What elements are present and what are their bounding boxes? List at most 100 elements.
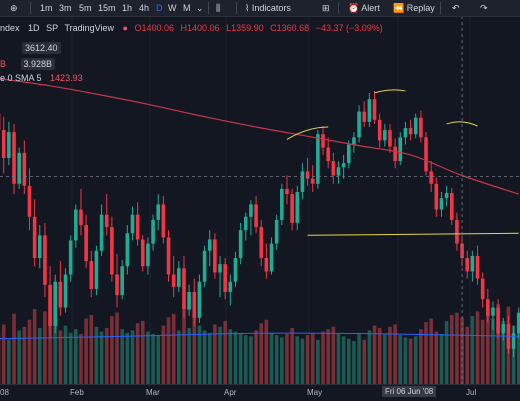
volume-bar [404, 338, 408, 386]
volume-bar [445, 321, 449, 385]
candle-body [254, 204, 258, 227]
candle-body [275, 220, 279, 244]
volume-bar [259, 323, 263, 385]
candle-body [501, 324, 505, 333]
candle-body [2, 130, 6, 158]
candle-body [203, 251, 207, 282]
interval-w[interactable]: W [168, 2, 177, 14]
redo-icon[interactable]: ↷ [480, 2, 488, 14]
layout-icon[interactable]: ⊞ [322, 2, 330, 14]
interval-3m[interactable]: 3m [59, 2, 72, 14]
candle-body [64, 275, 68, 308]
volume-bar [368, 330, 372, 385]
indicators-button[interactable]: ⌇ Indicators [245, 2, 291, 14]
indicators-label: Indicators [252, 3, 291, 13]
volume-bar [172, 314, 176, 385]
alert-button[interactable]: ⏰ Alert [348, 2, 380, 14]
volume-bar [141, 321, 145, 385]
candle-body [368, 99, 372, 122]
volume-bar [115, 313, 119, 385]
legend-low: L1359.90 [226, 23, 264, 33]
legend-pill-row: 3612.40 [0, 42, 61, 54]
volume-bar [424, 322, 428, 385]
volume-bar [28, 320, 32, 385]
volume-bar [285, 334, 289, 385]
undo-icon[interactable]: ↶ [452, 2, 460, 14]
volume-bar [33, 309, 37, 385]
candles-icon[interactable]: ⫼ [216, 2, 220, 14]
candle-body [481, 279, 485, 300]
candle-body [393, 147, 397, 161]
candle-body [388, 130, 392, 147]
candle-body [311, 179, 315, 184]
candle-body [48, 285, 52, 326]
interval-d[interactable]: D [156, 2, 163, 14]
toolbar-divider [236, 2, 237, 14]
candle-body [280, 189, 284, 220]
volume-bar [203, 330, 207, 385]
candle-body [424, 137, 428, 171]
neckline [308, 233, 519, 235]
volume-bar [7, 340, 11, 385]
volume-bar [337, 334, 341, 385]
candle-body [409, 128, 413, 134]
volume-bar [2, 324, 6, 385]
indicators-icon: ⌇ [245, 3, 252, 13]
legend-sma-value: 1423.93 [50, 73, 83, 83]
xaxis-label: Apr [224, 388, 236, 397]
candle-body [398, 137, 402, 161]
legend-pill-value: 3612.40 [22, 42, 61, 54]
volume-bar [162, 326, 166, 385]
chart-grid [72, 16, 470, 384]
candle-body [270, 244, 274, 272]
interval-5m[interactable]: 5m [79, 2, 92, 14]
candle-body [450, 193, 454, 220]
candle-body [332, 161, 336, 175]
volume-bar [223, 321, 227, 385]
volume-bar [229, 329, 233, 385]
candle-body [74, 210, 78, 241]
volume-bar [84, 319, 88, 386]
replay-button[interactable]: ⏪ Replay [393, 2, 435, 14]
volume-bar [136, 323, 140, 385]
candle-body [213, 239, 217, 272]
legend-volume-row: B 3.928B [0, 58, 55, 70]
volume-bar [275, 335, 279, 385]
candle-body [59, 282, 63, 308]
replay-icon: ⏪ [393, 3, 407, 13]
candle-body [383, 130, 387, 140]
time-axis: 08 Feb Mar Apr May Fri 06 Jun '08 Jul [0, 384, 520, 401]
volume-bar [342, 336, 346, 385]
caret-down-icon[interactable]: ⌄ [196, 2, 204, 14]
candle-body [151, 220, 155, 244]
legend-volume-value: 3.928B [21, 58, 56, 70]
candle-body [496, 308, 500, 334]
candle-body [162, 204, 166, 237]
candle-body [43, 235, 47, 285]
interval-4h[interactable]: 4h [139, 2, 149, 14]
volume-bar [234, 332, 238, 385]
volume-bar [409, 339, 413, 385]
interval-m[interactable]: M [183, 2, 191, 14]
candle-body [342, 163, 346, 167]
candle-body [38, 235, 42, 258]
volume-bar [378, 328, 382, 385]
candle-body [53, 282, 57, 326]
volume-bar [306, 335, 310, 385]
volume-bar [414, 336, 418, 385]
volume-bar [326, 329, 330, 385]
legend-symbol[interactable]: ndex [0, 23, 20, 33]
legend-high: H1400.06 [181, 23, 220, 33]
volume-bar [280, 338, 284, 386]
candle-body [352, 137, 356, 144]
candle-body [120, 266, 124, 295]
interval-1h[interactable]: 1h [122, 2, 132, 14]
candle-body [12, 132, 16, 184]
volume-bar [373, 326, 377, 385]
interval-15m[interactable]: 15m [98, 2, 116, 14]
plus-icon[interactable]: ⊕ [10, 2, 18, 14]
candle-body [285, 189, 289, 194]
interval-1m[interactable]: 1m [40, 2, 53, 14]
candle-body [373, 99, 377, 120]
